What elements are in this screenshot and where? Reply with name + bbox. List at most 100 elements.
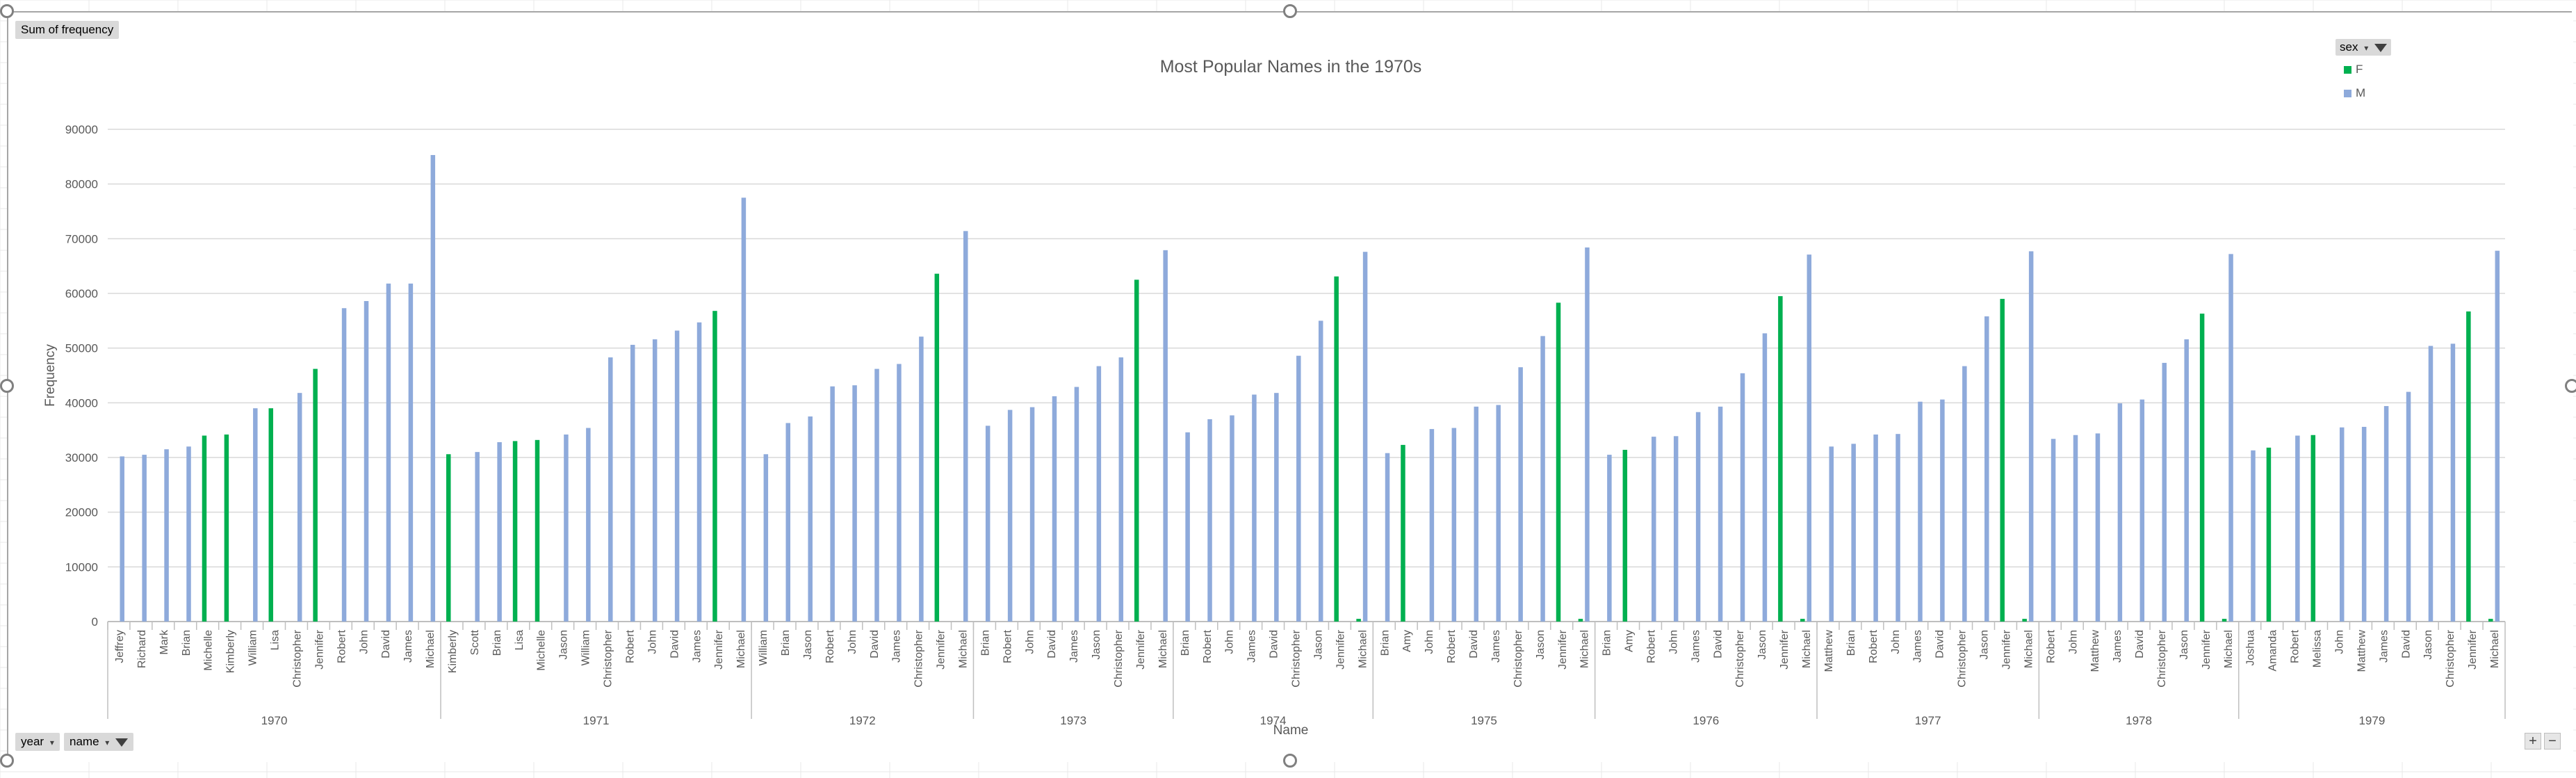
x-tick-label: Brian <box>181 630 193 656</box>
bar-f-michael-1978 <box>2222 619 2227 622</box>
bar-m-james-1977 <box>1918 401 1923 622</box>
x-tick-label: James <box>1490 630 1502 663</box>
value-field-button[interactable]: Sum of frequency <box>15 21 120 39</box>
x-tick-label: John <box>1668 630 1679 654</box>
x-tick-label: James <box>1912 630 1924 663</box>
bar-m-john-1979 <box>2339 427 2345 622</box>
x-tick-label: Jason <box>2422 630 2434 660</box>
x-tick-label: John <box>2333 630 2345 654</box>
x-tick-label: Jason <box>1535 630 1547 660</box>
bar-m-david-1970 <box>386 283 391 622</box>
chart-title: Most Popular Names in the 1970s <box>1160 57 1422 76</box>
resize-handle-top-left[interactable] <box>0 4 14 18</box>
bar-m-david-1979 <box>2406 391 2411 622</box>
x-tick-label: Brian <box>780 630 792 656</box>
x-tick-label: Brian <box>1601 630 1613 656</box>
x-tick-label: Christopher <box>603 629 614 687</box>
bar-f-michelle-1970 <box>202 435 207 622</box>
bar-m-james-1973 <box>1074 387 1079 622</box>
x-tick-label: James <box>2378 630 2390 663</box>
x-tick-label: Robert <box>1868 629 1880 663</box>
bar-f-kimberly-1970 <box>224 434 229 622</box>
year-group-label: 1975 <box>1471 714 1497 727</box>
bar-m-michael-1975 <box>1585 247 1590 622</box>
bar-m-john-1977 <box>1896 434 1900 622</box>
bar-m-david-1977 <box>1940 399 1945 622</box>
collapse-field-button[interactable]: − <box>2544 733 2561 749</box>
legend-label-m: M <box>2356 86 2366 99</box>
resize-handle-top[interactable] <box>1283 4 1297 18</box>
x-tick-label: Amy <box>1401 630 1413 652</box>
resize-handle-bottom[interactable] <box>1283 754 1297 768</box>
x-tick-label: Jason <box>1312 630 1324 660</box>
bar-m-michael-1970 <box>430 154 436 622</box>
bar-m-richard-1970 <box>142 455 147 622</box>
bar-f-jennifer-1978 <box>2199 314 2205 622</box>
bar-f-michelle-1971 <box>535 439 540 622</box>
bar-m-david-1974 <box>1274 393 1279 622</box>
bar-m-john-1976 <box>1673 436 1679 622</box>
x-tick-label: Christopher <box>2156 629 2168 687</box>
bar-m-brian-1970 <box>186 446 191 622</box>
bar-m-matthew-1977 <box>1829 446 1834 622</box>
x-tick-label: James <box>2112 630 2123 663</box>
year-group-label: 1974 <box>1260 714 1287 727</box>
bar-m-christopher-1978 <box>2162 362 2167 622</box>
year-field-button[interactable]: year ▾ <box>15 733 60 751</box>
bar-m-michael-1978 <box>2228 254 2233 622</box>
bar-m-christopher-1971 <box>608 357 613 622</box>
name-field-button[interactable]: name ▾ <box>64 733 134 751</box>
x-tick-label: Jennifer <box>1335 629 1346 670</box>
year-group-label: 1973 <box>1060 714 1086 727</box>
resize-handle-right[interactable] <box>2565 379 2576 393</box>
x-tick-label: Jennifer <box>1779 629 1791 670</box>
x-tick-label: John <box>1024 630 1036 654</box>
legend-field-button[interactable]: sex ▾ <box>2335 39 2391 56</box>
legend-item-m: M <box>2344 86 2365 100</box>
bar-m-john-1972 <box>852 385 857 622</box>
x-tick-label: Robert <box>1002 629 1013 663</box>
bar-m-david-1976 <box>1718 406 1723 622</box>
x-tick-label: Michael <box>425 630 437 668</box>
x-tick-label: Brian <box>1180 630 1191 656</box>
bar-m-michael-1972 <box>963 231 968 622</box>
x-tick-label: David <box>1934 630 1946 658</box>
x-tick-label: Michael <box>2489 630 2501 668</box>
expand-field-button[interactable]: + <box>2525 733 2541 749</box>
chevron-down-icon: ▾ <box>49 738 54 747</box>
bar-m-john-1974 <box>1230 415 1234 622</box>
bar-m-scott-1971 <box>475 452 480 622</box>
x-tick-label: Jennifer <box>1135 629 1147 670</box>
x-tick-label: James <box>891 630 903 663</box>
bar-f-jennifer-1971 <box>712 311 717 622</box>
y-tick-label: 20000 <box>65 506 98 519</box>
bar-m-christopher-1972 <box>919 337 924 622</box>
resize-handle-bottom-left[interactable] <box>0 754 14 768</box>
x-tick-label: Matthew <box>2089 630 2101 672</box>
x-tick-label: Christopher <box>291 629 303 687</box>
x-tick-label: Jeffrey <box>114 630 126 663</box>
chart-area[interactable]: Most Popular Names in the 1970s 0 10000 200… <box>7 11 2573 762</box>
bar-m-jason-1972 <box>808 416 813 622</box>
x-tick-label: James <box>402 630 414 663</box>
legend-swatch-m <box>2344 90 2351 98</box>
bar-m-jason-1973 <box>1096 366 1102 622</box>
x-tick-label: Richard <box>136 630 148 668</box>
x-tick-label: David <box>869 630 881 658</box>
x-tick-label: Robert <box>336 629 348 663</box>
year-field-label: year <box>21 735 44 748</box>
bar-m-david-1972 <box>874 368 879 622</box>
filter-icon <box>2374 43 2387 52</box>
resize-handle-left[interactable] <box>0 379 14 393</box>
x-tick-label: Robert <box>2290 629 2301 663</box>
bar-m-james-1974 <box>1252 394 1257 622</box>
bar-m-joshua-1979 <box>2251 450 2256 622</box>
bar-m-jason-1974 <box>1318 321 1323 622</box>
bar-m-robert-1974 <box>1207 419 1212 622</box>
year-group-label: 1979 <box>2358 714 2385 727</box>
x-tick-label: John <box>1890 630 1902 654</box>
filter-icon <box>115 738 129 747</box>
y-axis-title: Frequency <box>43 344 58 407</box>
value-field-label: Sum of frequency <box>21 23 114 36</box>
bar-f-amanda-1979 <box>2266 447 2272 622</box>
